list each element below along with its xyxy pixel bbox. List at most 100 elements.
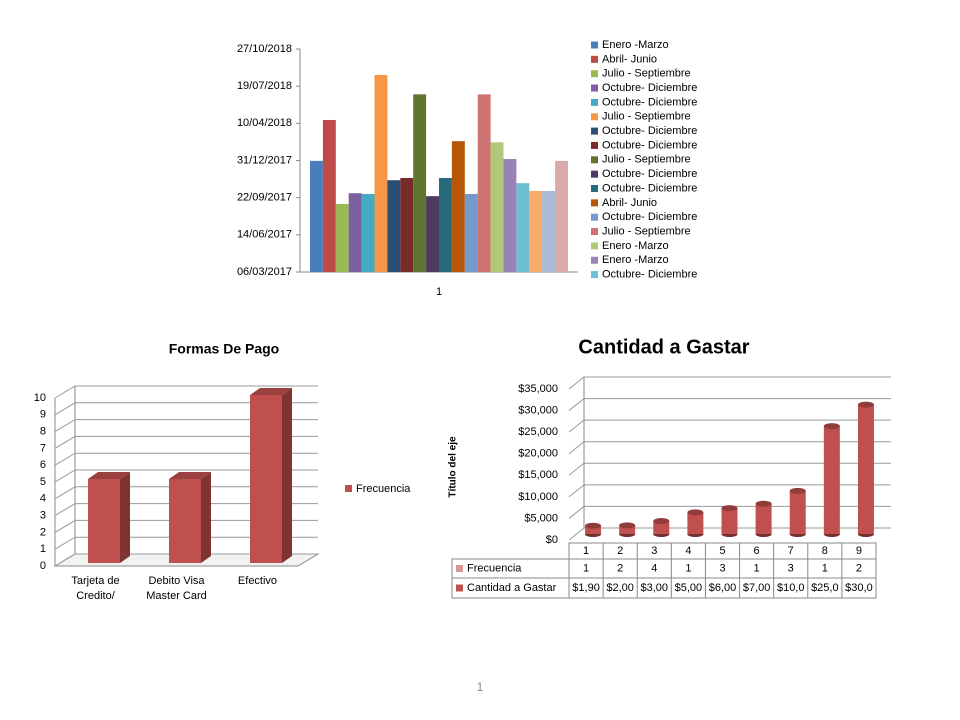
grid-line [54, 503, 318, 517]
legend-swatch [591, 41, 598, 49]
bar [529, 190, 543, 272]
y-tick-label: 4 [40, 493, 46, 505]
cylinder-body [687, 512, 704, 534]
x-tick-label: 7 [788, 545, 794, 557]
cylinder-body [721, 508, 738, 534]
chart-title: Formas De Pago [169, 341, 279, 357]
bar [542, 190, 556, 272]
x-tick-label: 2 [617, 545, 623, 557]
bar [439, 177, 452, 272]
y-tick-label: 8 [40, 426, 46, 438]
grid-line [54, 419, 318, 433]
bar [335, 203, 349, 272]
x-tick-label: Tarjeta de Credito/ [71, 575, 120, 602]
bar [250, 388, 292, 563]
data-label: 3 [788, 562, 794, 574]
legend-label: Abril- Junio [602, 197, 657, 209]
legend-swatch [591, 113, 598, 121]
bar [387, 180, 401, 272]
x-tick-label: 4 [685, 545, 691, 557]
y-tick-label: 31/12/2017 [237, 154, 292, 166]
cylinder-top [687, 509, 704, 516]
x-tick-label-box: Efectivo [237, 575, 278, 587]
legend-swatch [591, 256, 598, 264]
chart-title: Cantidad a Gastar [578, 336, 749, 358]
legend-label: Frecuencia [356, 483, 411, 495]
legend-swatch [591, 127, 598, 135]
bar-side [201, 472, 211, 563]
x-tick-label: 8 [822, 545, 828, 557]
x-tick-label: Efectivo [237, 575, 278, 587]
cylinder [687, 509, 704, 537]
x-tick-label: 1 [436, 286, 442, 298]
y-tick-label: 5 [40, 476, 46, 488]
legend-swatch [456, 565, 463, 572]
data-label: $2,00 [606, 582, 634, 594]
cylinder-top [721, 505, 738, 512]
bar [413, 94, 427, 273]
y-tick-label: $0 [546, 534, 558, 546]
grid-line [54, 469, 318, 483]
legend-swatch [591, 199, 598, 207]
y-tick-label: 3 [40, 510, 46, 522]
cylinder-top [857, 401, 874, 408]
grid-line [568, 376, 891, 390]
data-label: 1 [685, 562, 691, 574]
legend-label: Enero -Marzo [602, 39, 669, 51]
cylinder-body [619, 525, 636, 534]
legend-swatch [591, 98, 598, 106]
cylinder [755, 500, 772, 537]
legend-label: Enero -Marzo [602, 240, 669, 252]
data-label: 4 [651, 562, 657, 574]
legend-swatch [345, 485, 352, 492]
bar-top [250, 388, 292, 395]
data-label: 2 [856, 562, 862, 574]
bar [322, 119, 336, 272]
x-tick-label: 3 [651, 545, 657, 557]
data-label: $7,00 [743, 582, 771, 594]
y-tick-label: $35,000 [518, 383, 558, 395]
y-tick-label: 27/10/2018 [237, 43, 292, 55]
bar [374, 75, 388, 273]
bar [310, 160, 323, 272]
y-axis-title: Título del eje [448, 436, 459, 498]
grid-line [54, 536, 318, 550]
cylinder-top [755, 500, 772, 507]
y-tick-label: 22/09/2017 [237, 192, 292, 204]
data-label: 1 [822, 562, 828, 574]
data-label: $5,00 [675, 582, 703, 594]
y-tick-label: 2 [40, 526, 46, 538]
cylinder-body [755, 503, 772, 534]
bar-front [169, 479, 201, 563]
legend-swatch [591, 228, 598, 236]
legend-label: Frecuencia [467, 562, 522, 574]
bar [348, 193, 362, 272]
y-tick-label: 6 [40, 459, 46, 471]
bar [361, 193, 375, 272]
cylinder [619, 522, 636, 537]
data-label: 1 [583, 562, 589, 574]
grid-line [568, 462, 891, 476]
bar [426, 196, 439, 272]
y-tick-label: $25,000 [518, 426, 558, 438]
legend-label: Julio - Septiembre [602, 68, 691, 80]
x-tick-label: Debito Visa Master Card [146, 575, 207, 602]
bar [464, 193, 478, 272]
x-tick-label-box: Debito Visa Master Card [146, 575, 207, 602]
cylinder [721, 505, 738, 537]
legend-label: Octubre- Diciembre [602, 211, 697, 223]
y-tick-label: 1 [40, 543, 46, 555]
grid-line [568, 441, 891, 455]
x-tick-label: 9 [856, 545, 862, 557]
bar [400, 177, 414, 272]
legend-label: Enero -Marzo [602, 254, 669, 266]
legend-swatch [591, 141, 598, 149]
grid-line [568, 484, 891, 498]
data-label: $3,00 [641, 582, 669, 594]
y-tick-label: $20,000 [518, 448, 558, 460]
legend-label: Julio - Septiembre [602, 154, 691, 166]
legend-label: Abril- Junio [602, 53, 657, 65]
legend-label: Julio - Septiembre [602, 111, 691, 123]
y-tick-label: 9 [40, 409, 46, 421]
cylinder-top [789, 487, 806, 494]
